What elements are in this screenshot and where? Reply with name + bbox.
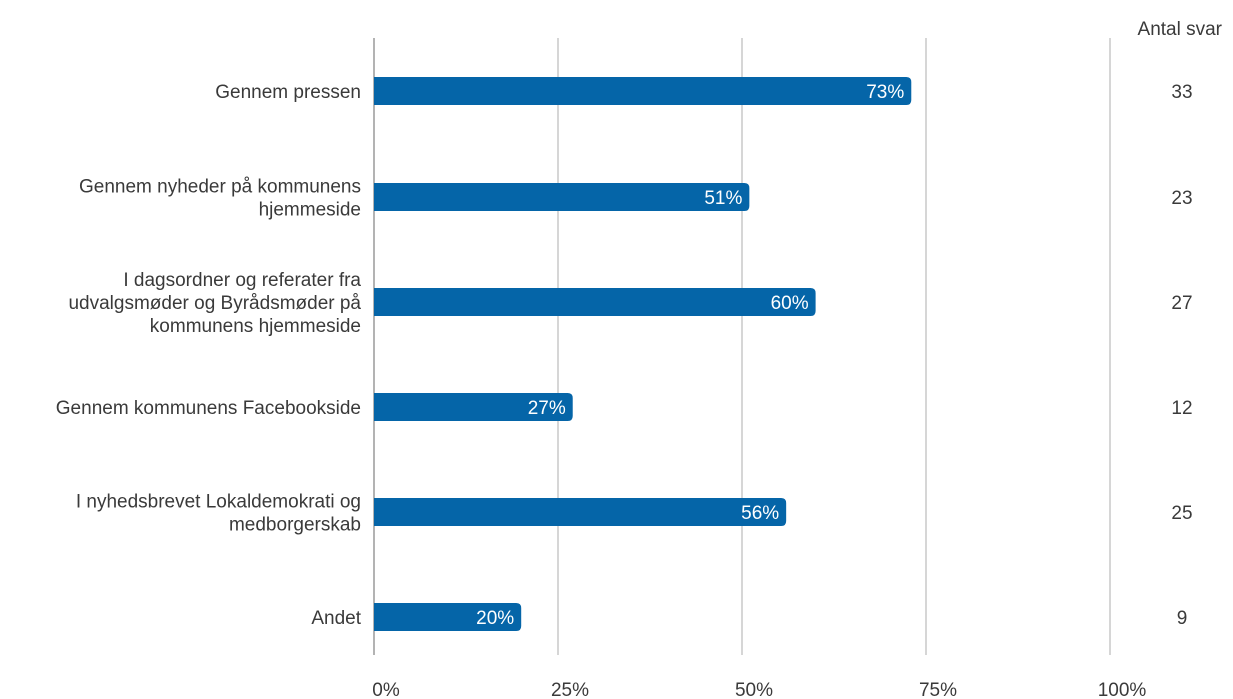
count-label: 9 xyxy=(1177,608,1188,629)
bar-value-label: 27% xyxy=(528,398,566,419)
category-label: Gennem pressen xyxy=(215,82,361,103)
x-tick-label: 50% xyxy=(735,680,773,699)
category-label-line: udvalgsmøder og Byrådsmøder på xyxy=(68,293,361,314)
bar xyxy=(374,183,750,211)
category-label-line: Andet xyxy=(311,608,361,629)
x-tick-label: 100% xyxy=(1098,680,1147,699)
bar-value-label: 73% xyxy=(866,82,904,103)
x-tick-label: 0% xyxy=(372,680,400,699)
category-label: Gennem kommunens Facebookside xyxy=(56,398,361,419)
bar-value-label: 60% xyxy=(771,293,809,314)
category-label-line: I nyhedsbrevet Lokaldemokrati og xyxy=(76,492,361,513)
count-header: Antal svar xyxy=(1138,19,1223,40)
category-label-line: Gennem nyheder på kommunens xyxy=(79,177,361,198)
count-label: 12 xyxy=(1171,398,1192,419)
category-label: I dagsordner og referater fra udvalgsmøde… xyxy=(68,270,361,337)
bar-value-label: 20% xyxy=(476,608,514,629)
x-tick-label: 25% xyxy=(551,680,589,699)
category-label: Gennem nyheder på kommunens hjemmeside xyxy=(79,177,361,221)
category-label-line: medborgerskab xyxy=(229,515,361,536)
category-label-line: I dagsordner og referater fra xyxy=(123,270,361,291)
category-label-line: Gennem kommunens Facebookside xyxy=(56,398,361,419)
category-label: I nyhedsbrevet Lokaldemokrati og medborge… xyxy=(76,492,361,536)
bar xyxy=(374,393,573,421)
category-label-line: kommunens hjemmeside xyxy=(150,316,361,337)
count-label: 27 xyxy=(1171,293,1192,314)
category-label: Andet xyxy=(311,608,361,629)
bar xyxy=(374,77,912,105)
count-label: 33 xyxy=(1171,82,1192,103)
x-tick-label: 75% xyxy=(919,680,957,699)
count-label: 23 xyxy=(1171,188,1192,209)
bar xyxy=(374,498,787,526)
bar-value-label: 56% xyxy=(741,503,779,524)
bar xyxy=(374,603,522,631)
count-label: 25 xyxy=(1171,503,1192,524)
category-label-line: hjemmeside xyxy=(259,200,361,221)
category-label-line: Gennem pressen xyxy=(215,82,361,103)
bar-value-label: 51% xyxy=(704,188,742,209)
bar xyxy=(374,288,816,316)
